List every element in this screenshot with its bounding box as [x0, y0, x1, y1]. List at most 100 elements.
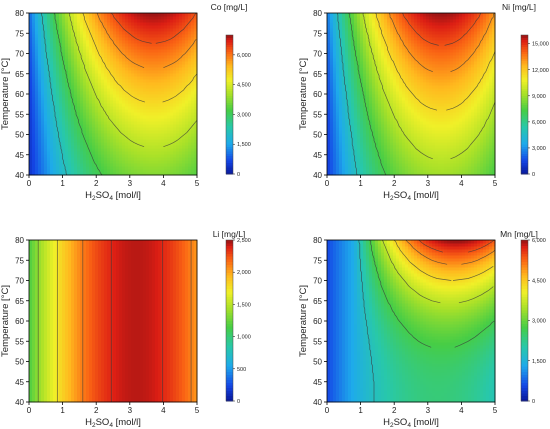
heatmap-cell: [170, 172, 174, 176]
heatmap-cell: [167, 52, 171, 56]
heatmap-cell: [53, 49, 57, 53]
heatmap-cell: [68, 76, 72, 80]
heatmap-cell: [399, 121, 403, 125]
heatmap-cell: [173, 52, 177, 56]
heatmap-cell: [101, 118, 105, 122]
heatmap-cell: [194, 34, 198, 38]
heatmap-cell: [176, 91, 180, 95]
heatmap-cell: [110, 55, 114, 59]
heatmap-cell: [423, 67, 427, 71]
heatmap-cell: [423, 82, 427, 86]
heatmap-cell: [47, 163, 51, 167]
heatmap-cell: [107, 49, 111, 53]
heatmap-cell: [396, 73, 400, 77]
heatmap-cell: [354, 124, 358, 128]
heatmap-cell: [149, 58, 153, 62]
heatmap-cell: [330, 118, 334, 122]
heatmap-cell: [354, 151, 358, 155]
heatmap-cell: [375, 103, 379, 107]
heatmap-cell: [342, 79, 346, 83]
heatmap-cell: [336, 67, 340, 71]
heatmap-cell: [357, 67, 361, 71]
heatmap-cell: [194, 166, 198, 170]
heatmap-cell: [342, 28, 346, 32]
heatmap-cell: [125, 139, 129, 143]
heatmap-cell: [74, 52, 78, 56]
heatmap-cell: [327, 13, 331, 17]
heatmap-cell: [152, 151, 156, 155]
heatmap-cell: [71, 61, 75, 65]
heatmap-cell: [405, 127, 409, 131]
x-tick-label: 1: [60, 179, 65, 188]
heatmap-cell: [360, 112, 364, 116]
heatmap-cell: [158, 22, 162, 26]
heatmap-cell: [83, 49, 87, 53]
heatmap-cell: [53, 148, 57, 152]
heatmap-cell: [339, 103, 343, 107]
heatmap-cell: [167, 28, 171, 32]
heatmap-cell: [408, 25, 412, 29]
heatmap-cell: [149, 73, 153, 77]
heatmap-cell: [384, 136, 388, 140]
heatmap-cell: [41, 166, 45, 170]
heatmap-cell: [62, 157, 66, 161]
heatmap-cell: [152, 118, 156, 122]
heatmap-cell: [89, 34, 93, 38]
heatmap-cell: [194, 103, 198, 107]
heatmap-cell: [327, 61, 331, 65]
heatmap-cell: [381, 85, 385, 89]
heatmap-cell: [62, 40, 66, 44]
heatmap-cell: [420, 136, 424, 140]
heatmap-cell: [62, 118, 66, 122]
heatmap-cell: [119, 16, 123, 20]
heatmap-cell: [170, 169, 174, 173]
heatmap-cell: [65, 97, 69, 101]
heatmap-cell: [360, 163, 364, 167]
heatmap-cell: [44, 34, 48, 38]
heatmap-cell: [333, 16, 337, 20]
heatmap-cell: [414, 67, 418, 71]
heatmap-cell: [83, 154, 87, 158]
heatmap-cell: [146, 28, 150, 32]
heatmap-cell: [32, 49, 36, 53]
heatmap-cell: [155, 43, 159, 47]
heatmap-cell: [47, 94, 51, 98]
heatmap-cell: [194, 16, 198, 20]
heatmap-cell: [381, 70, 385, 74]
heatmap-cell: [131, 46, 135, 50]
heatmap-cell: [345, 22, 349, 26]
heatmap-cell: [107, 163, 111, 167]
heatmap-cell: [158, 139, 162, 143]
heatmap-cell: [390, 97, 394, 101]
heatmap-cell: [360, 115, 364, 119]
heatmap-cell: [194, 28, 198, 32]
heatmap-cell: [59, 127, 63, 131]
heatmap-cell: [65, 31, 69, 35]
heatmap-cell: [170, 70, 174, 74]
heatmap-cell: [134, 133, 138, 137]
heatmap-cell: [110, 121, 114, 125]
heatmap-cell: [140, 19, 144, 23]
heatmap-cell: [137, 103, 141, 107]
heatmap-cell: [348, 112, 352, 116]
heatmap-cell: [339, 31, 343, 35]
heatmap-cell: [68, 58, 72, 62]
heatmap-cell: [116, 43, 120, 47]
heatmap-cell: [38, 37, 42, 41]
heatmap-cell: [342, 94, 346, 98]
heatmap-cell: [86, 157, 90, 161]
heatmap-cell: [378, 43, 382, 47]
heatmap-cell: [357, 160, 361, 164]
heatmap-cell: [333, 112, 337, 116]
heatmap-cell: [116, 154, 120, 158]
heatmap-cell: [149, 157, 153, 161]
heatmap-cell: [119, 94, 123, 98]
heatmap-cell: [95, 94, 99, 98]
heatmap-cell: [191, 19, 195, 23]
heatmap-cell: [68, 172, 72, 176]
heatmap-cell: [83, 58, 87, 62]
heatmap-cell: [417, 100, 421, 104]
heatmap-cell: [119, 13, 123, 17]
heatmap-cell: [342, 157, 346, 161]
